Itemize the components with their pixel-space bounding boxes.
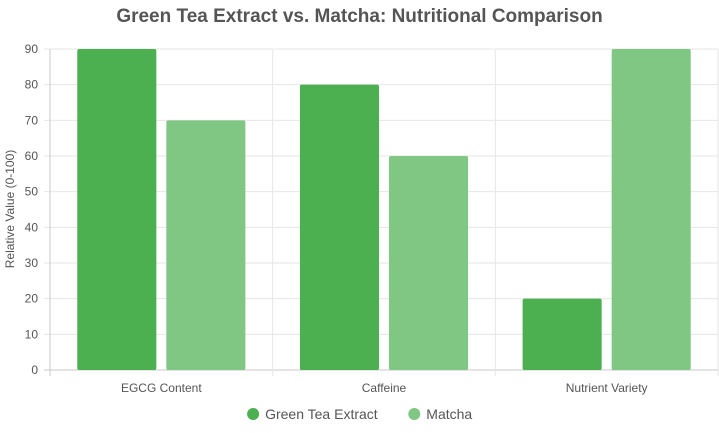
legend-label: Green Tea Extract — [265, 406, 378, 422]
bar[interactable] — [77, 49, 157, 370]
x-tick-label: Caffeine — [362, 381, 407, 395]
y-tick-label: 10 — [25, 327, 39, 341]
y-axis-title: Relative Value (0-100) — [3, 150, 17, 269]
y-tick-label: 60 — [25, 149, 39, 163]
bar[interactable] — [166, 120, 246, 370]
y-tick-label: 50 — [25, 185, 39, 199]
y-axis: 0 10 20 30 40 50 60 70 80 90 — [25, 42, 39, 377]
y-tick-label: 40 — [25, 220, 39, 234]
legend-label: Matcha — [426, 406, 472, 422]
bar[interactable] — [299, 84, 379, 371]
x-tick-label: EGCG Content — [121, 381, 202, 395]
legend-swatch — [408, 408, 421, 420]
legend-item[interactable]: Green Tea Extract — [247, 406, 378, 422]
bar[interactable] — [611, 49, 691, 370]
grid — [44, 48, 719, 376]
y-tick-label: 80 — [25, 78, 39, 92]
y-tick-label: 70 — [25, 113, 39, 127]
bars — [77, 49, 691, 371]
y-tick-label: 20 — [25, 292, 39, 306]
x-axis: EGCG Content Caffeine Nutrient Variety — [121, 381, 648, 395]
chart-title: Green Tea Extract vs. Matcha: Nutritiona… — [116, 6, 603, 27]
x-tick-label: Nutrient Variety — [566, 381, 648, 395]
y-tick-label: 90 — [25, 42, 39, 56]
legend-swatch — [247, 408, 260, 420]
bar[interactable] — [389, 156, 469, 370]
bar[interactable] — [522, 298, 602, 370]
legend-item[interactable]: Matcha — [408, 406, 472, 422]
legend[interactable]: Green Tea Extract Matcha — [247, 406, 472, 422]
y-tick-label: 0 — [31, 363, 38, 377]
y-tick-label: 30 — [25, 256, 39, 270]
